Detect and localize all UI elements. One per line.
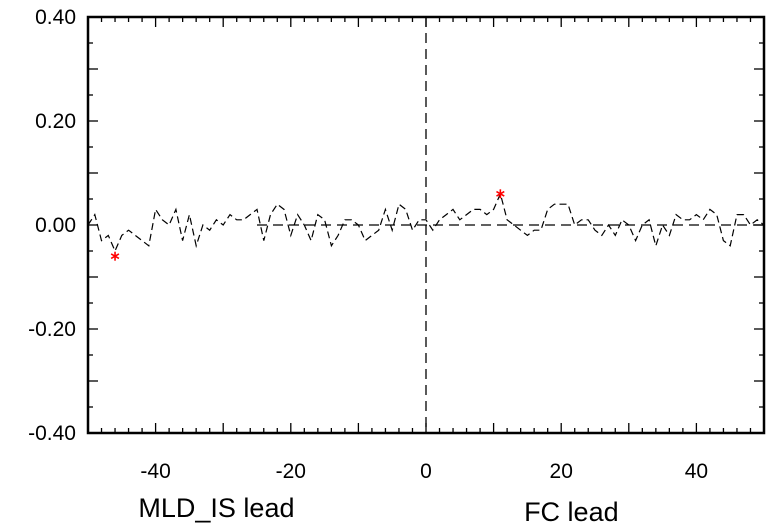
significance-marker-1	[496, 189, 505, 199]
x-axis-label-right: FC lead	[524, 497, 619, 527]
y-tick-label: 0.00	[35, 214, 76, 237]
marker-stroke	[496, 190, 505, 197]
x-axis-label-left: MLD_IS lead	[138, 493, 294, 523]
significance-marker-0	[110, 251, 120, 261]
y-tick-label: 0.40	[35, 6, 76, 29]
tick-labels: -40 -20 0 20 40 -0.40 -0.20 0.00 0.20 0.40	[28, 6, 708, 483]
x-tick-label: -40	[140, 460, 170, 483]
marker-stroke	[110, 253, 120, 260]
y-tick-label: -0.40	[28, 422, 76, 445]
y-tick-label: -0.20	[28, 318, 76, 341]
x-tick-label: 40	[685, 460, 708, 483]
series-line-0	[87, 191, 765, 253]
axis-ticks	[87, 16, 765, 434]
x-tick-label: -20	[276, 460, 306, 483]
plot-area	[87, 17, 765, 433]
x-tick-label: 0	[420, 460, 432, 483]
y-tick-label: 0.20	[35, 110, 76, 133]
x-tick-label: 20	[550, 460, 573, 483]
